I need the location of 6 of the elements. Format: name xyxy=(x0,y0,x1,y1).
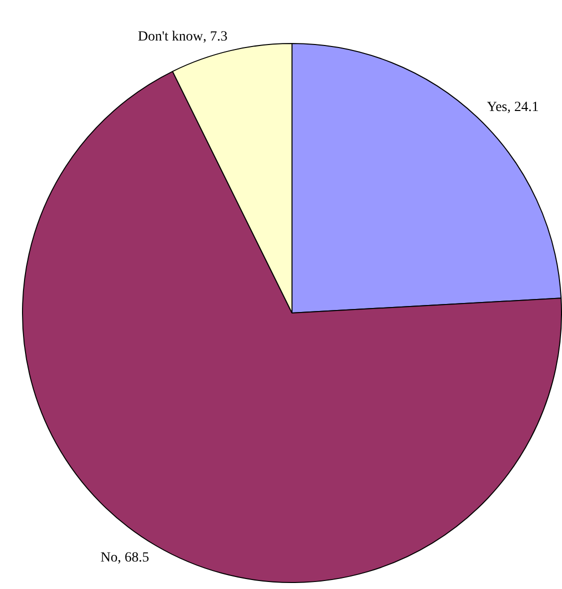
slice-label: No xyxy=(100,550,118,566)
data-label: , 7.3 xyxy=(202,30,228,45)
data-label: , 68.5 xyxy=(118,550,150,566)
data-label: , 24.1 xyxy=(507,100,539,115)
slice-label: Don't know xyxy=(138,30,204,45)
slice-label: Yes xyxy=(486,100,508,115)
